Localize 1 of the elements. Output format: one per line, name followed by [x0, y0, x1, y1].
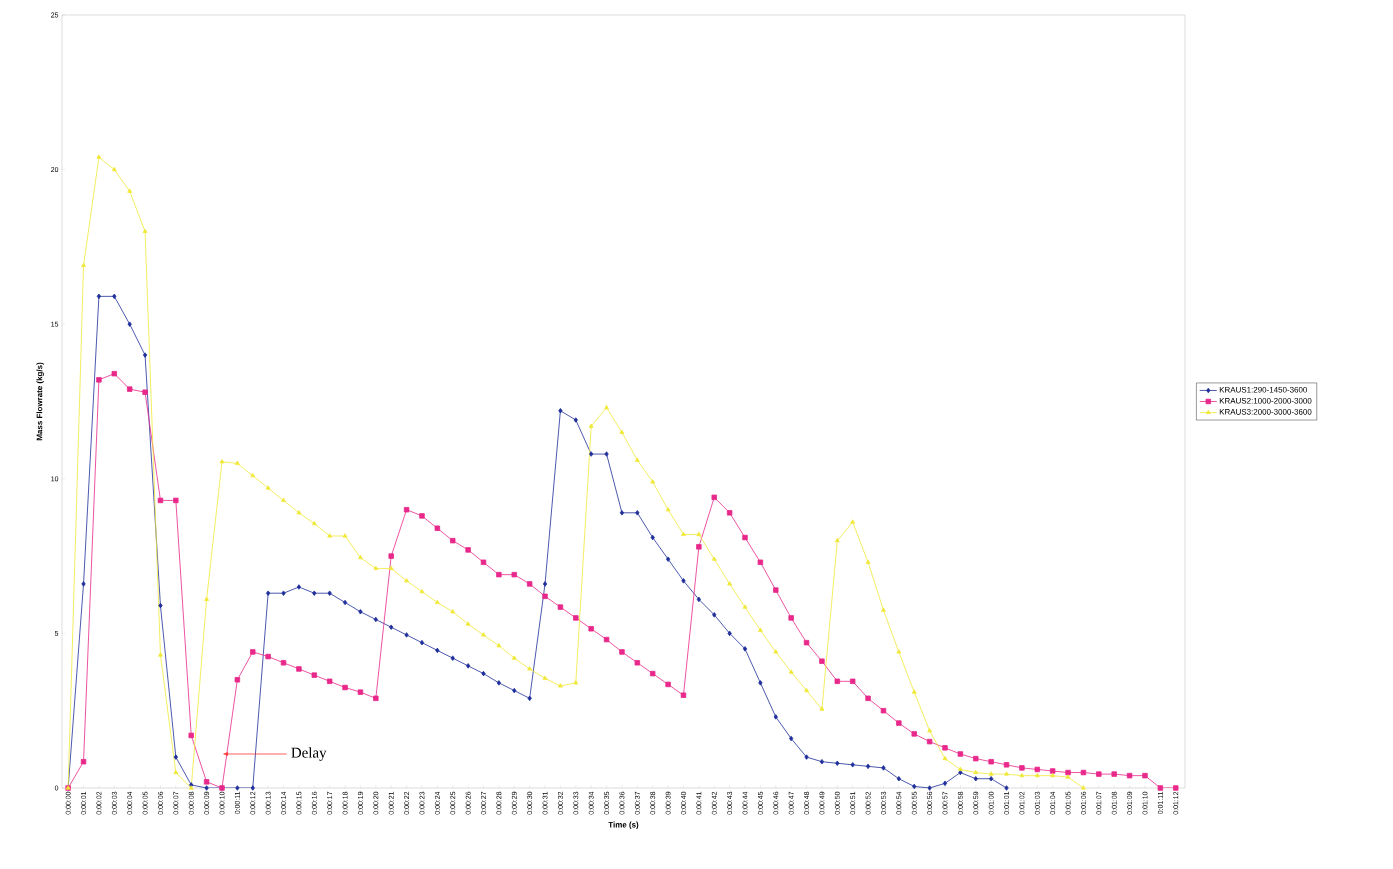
annotation: Delay [291, 747, 327, 761]
